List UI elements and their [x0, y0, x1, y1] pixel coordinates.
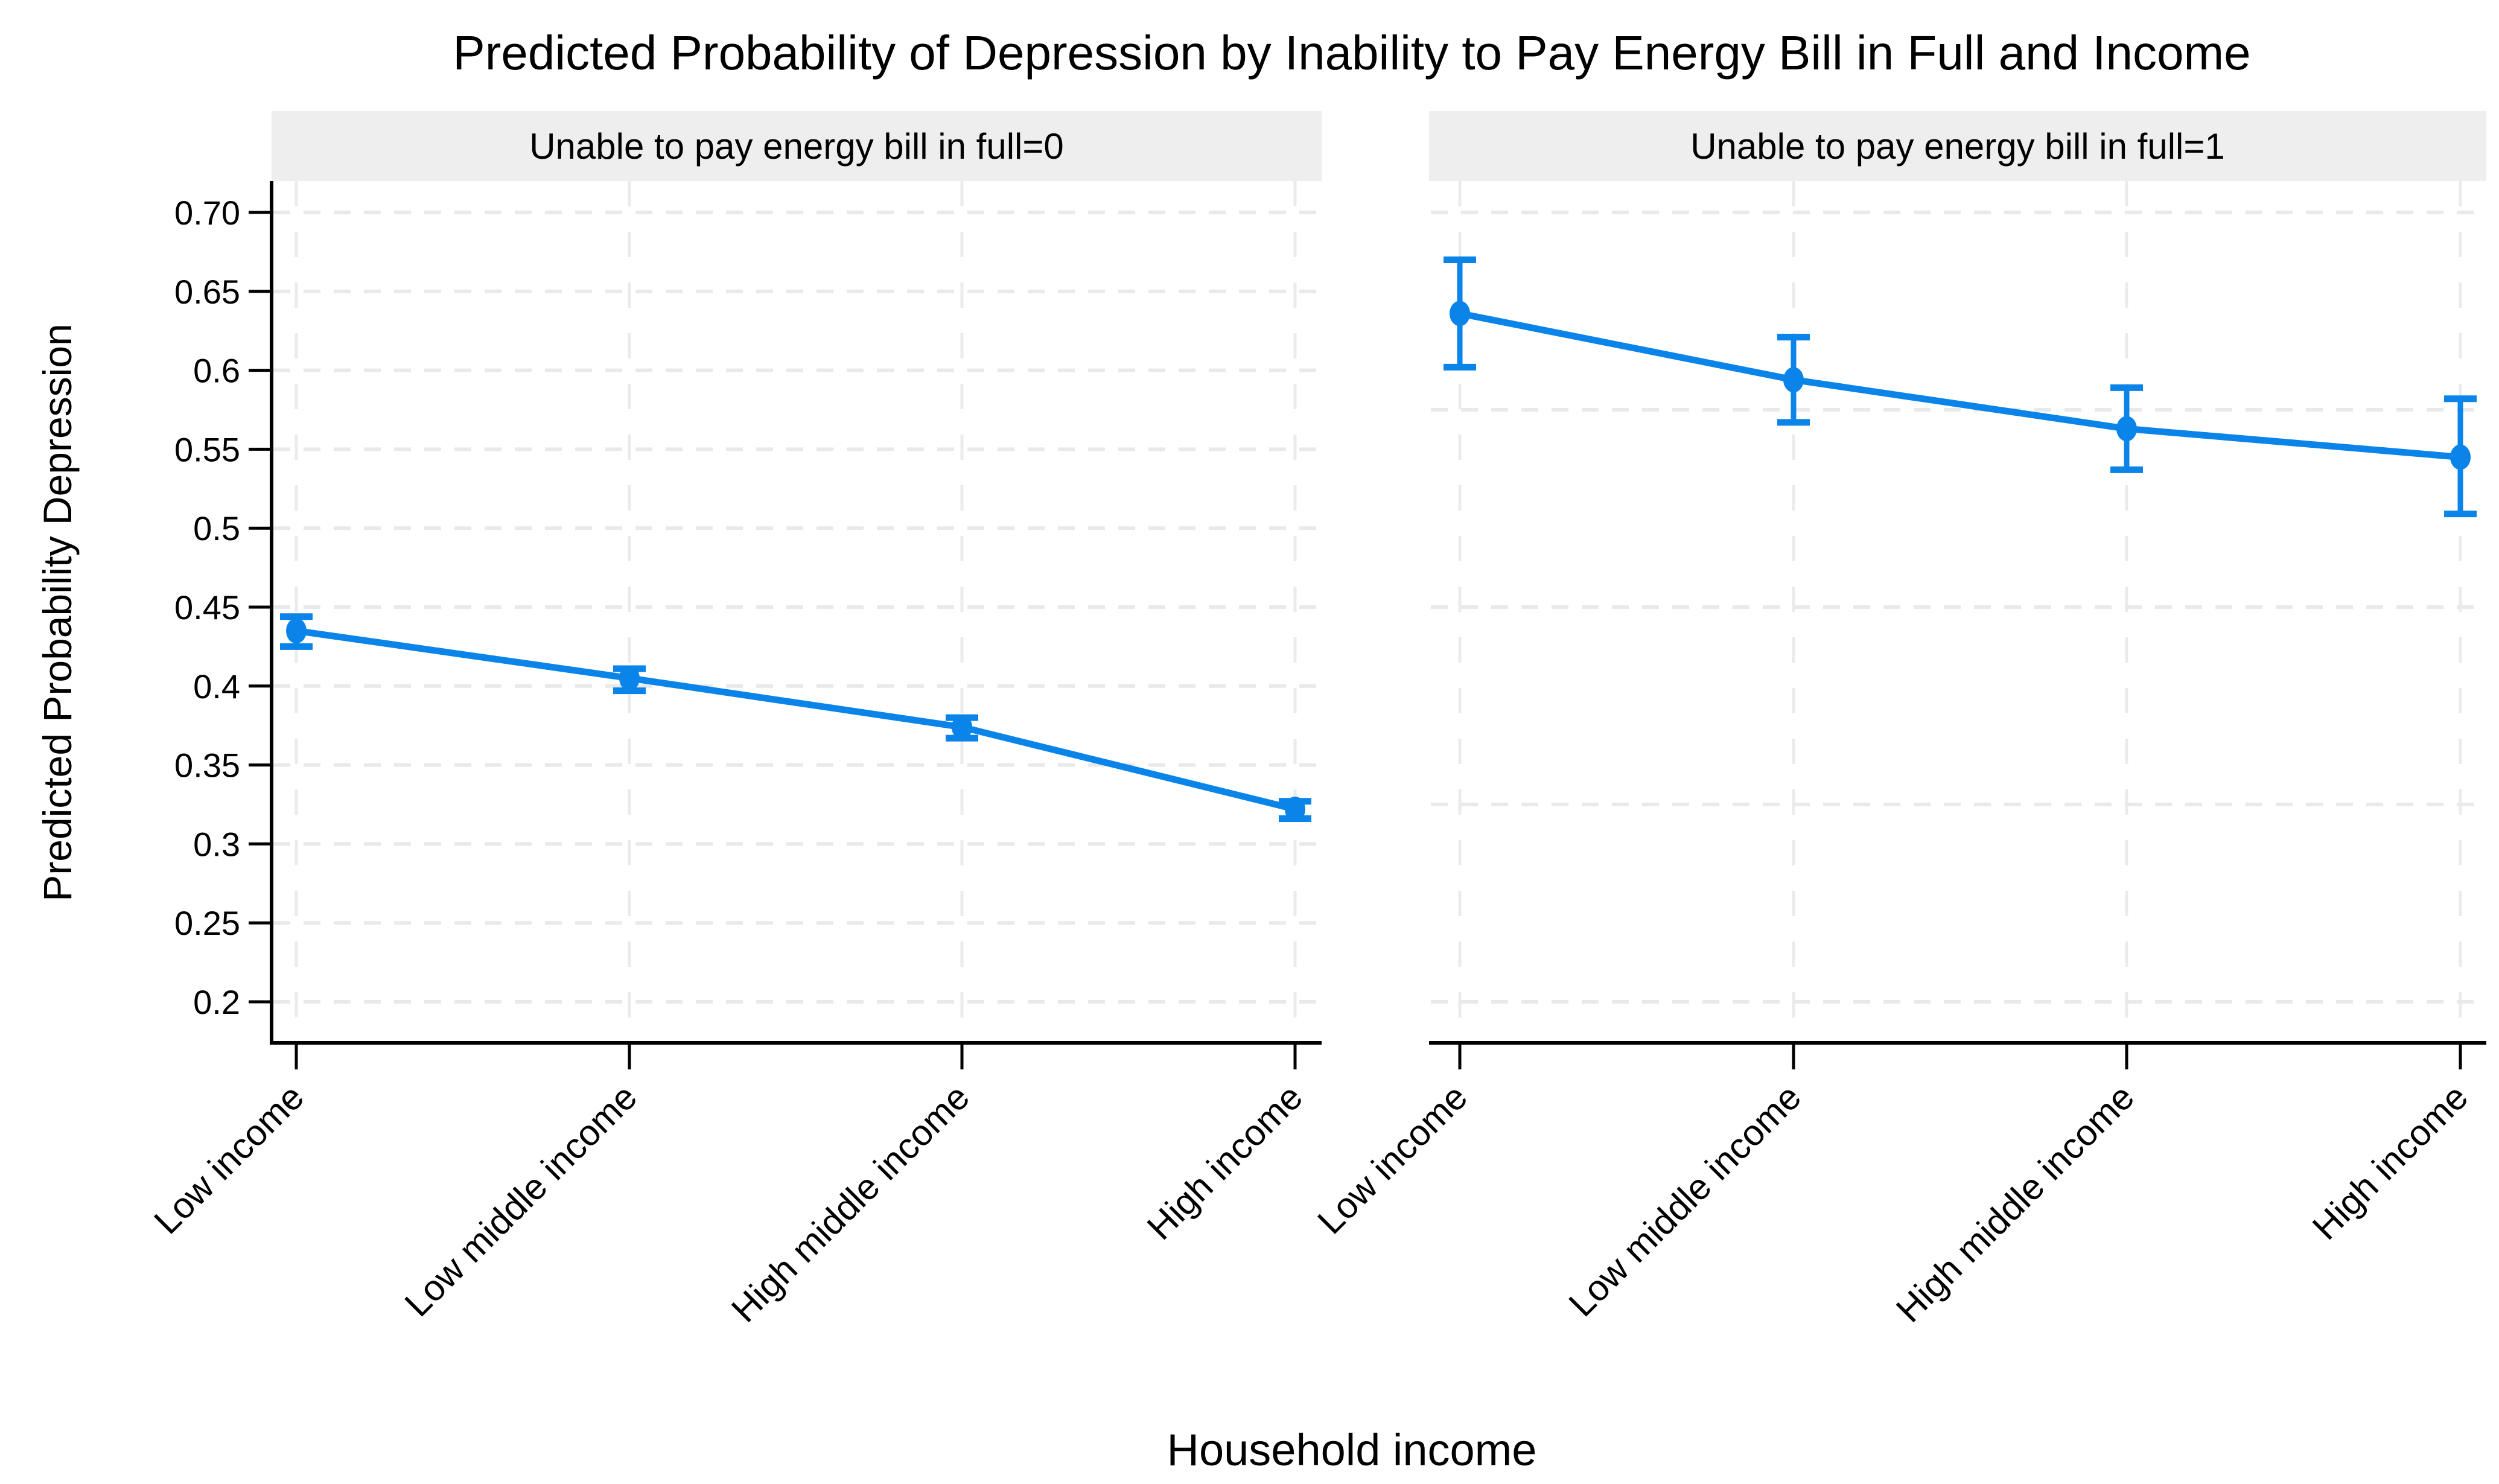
y-tick-label: 0.55 [174, 430, 240, 468]
x-category-label: High income [2305, 1077, 2475, 1247]
chart-title: Predicted Probability of Depression by I… [453, 26, 2251, 80]
x-category-label: Low income [146, 1077, 311, 1242]
data-point-marker [2116, 416, 2137, 442]
y-tick-label: 0.4 [193, 667, 240, 705]
data-point-marker [1285, 796, 1305, 822]
x-category-label: High middle income [724, 1077, 977, 1330]
x-axis-title: Household income [1167, 1425, 1537, 1475]
panel-header-unable-0: Unable to pay energy bill in full=0 [272, 111, 1322, 181]
series-line [296, 627, 1296, 813]
y-tick-label: 0.6 [193, 352, 240, 390]
y-tick-label: 0.25 [174, 904, 240, 942]
data-point-marker [1783, 367, 1804, 393]
series-line [1459, 310, 2461, 460]
data-point-marker [619, 665, 640, 691]
y-tick-label: 0.3 [193, 825, 240, 863]
x-category-label: Low middle income [1561, 1077, 1809, 1325]
x-category-label: Low middle income [397, 1077, 645, 1325]
data-point-marker [952, 714, 972, 740]
panel-header-unable-1: Unable to pay energy bill in full=1 [1429, 111, 2486, 181]
y-tick-label: 0.5 [193, 509, 240, 547]
y-tick-label: 0.2 [193, 983, 240, 1021]
y-tick-label: 0.65 [174, 273, 240, 311]
x-category-label: High middle income [1888, 1077, 2142, 1330]
data-point-marker [286, 618, 307, 644]
y-tick-label: 0.35 [174, 747, 240, 785]
x-category-label: Low income [1310, 1077, 1475, 1242]
y-tick-label: 0.70 [174, 194, 240, 232]
data-point-marker [1450, 301, 1470, 326]
x-category-label: High income [1139, 1077, 1310, 1247]
y-tick-label: 0.45 [174, 588, 240, 626]
data-point-marker [2450, 444, 2471, 470]
